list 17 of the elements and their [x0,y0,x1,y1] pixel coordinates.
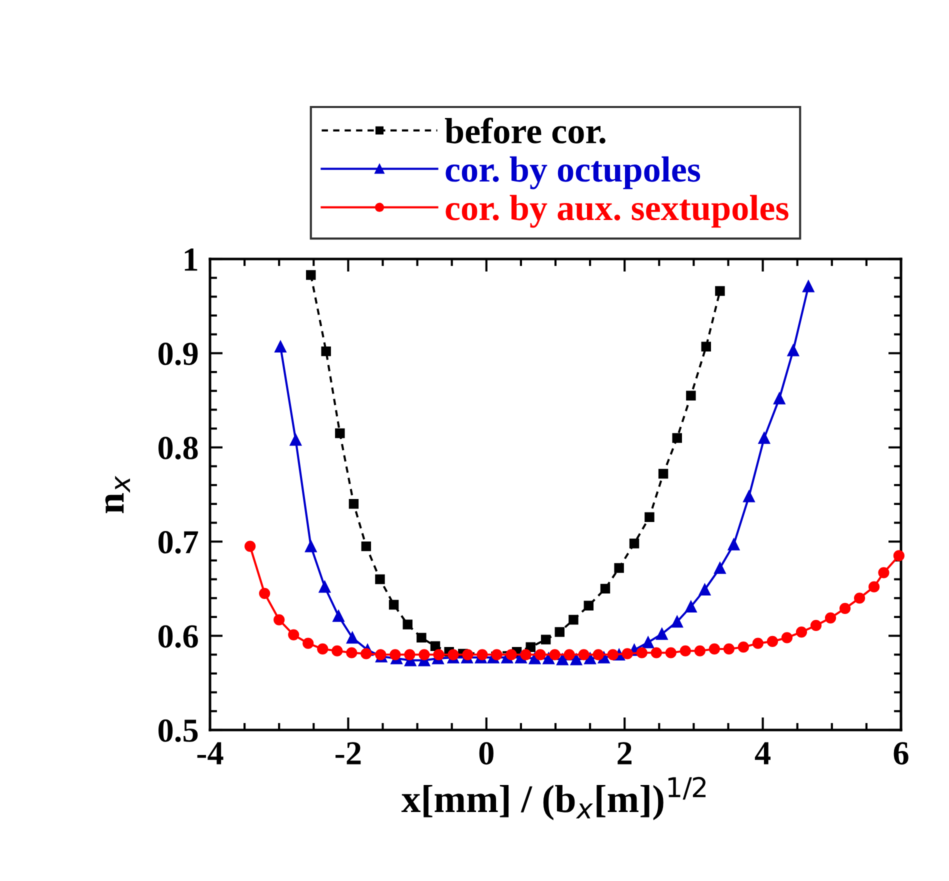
y-tick-label: 0.7 [158,531,198,554]
y-tick-label: 0.6 [158,625,198,648]
x-tick-label: 6 [894,742,908,765]
x-tick-label: -2 [336,742,361,764]
legend-label: cor. by aux. sextupoles [446,194,788,228]
y-axis-title: n$_{x}$ [105,476,130,514]
y-tick-label: 1 [184,248,198,271]
y-tick-label: 0.5 [158,719,198,742]
x-tick-label: 2 [618,742,632,764]
y-tick-label: 0.8 [158,436,198,460]
x-tick-label: -4 [197,742,224,764]
legend-label: before cor. [444,118,606,144]
legend-label: cor. by octupoles [446,156,700,190]
x-tick-label: 0 [479,742,494,765]
x-tick-label: 4 [754,742,771,764]
x-axis-title: x[mm] / (b$_{x}$[m])$^{1/2}$ [401,776,706,820]
y-tick-label: 0.9 [158,342,198,366]
